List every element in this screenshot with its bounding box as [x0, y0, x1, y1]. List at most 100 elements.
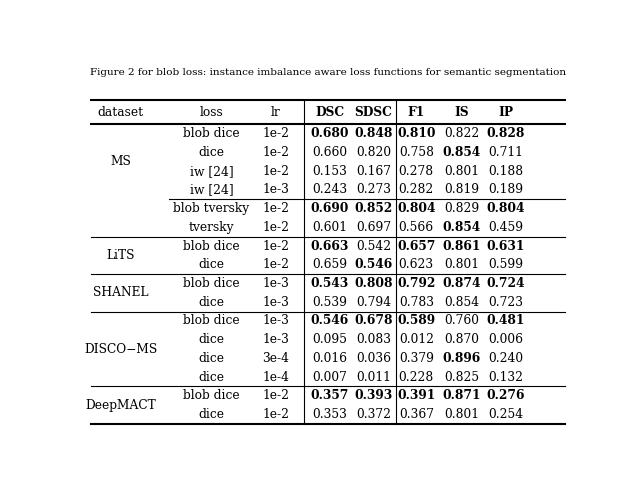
Text: 0.801: 0.801: [444, 165, 479, 178]
Text: 0.854: 0.854: [442, 221, 481, 234]
Text: 1e-4: 1e-4: [262, 371, 289, 383]
Text: SDSC: SDSC: [355, 106, 392, 119]
Text: 0.011: 0.011: [356, 371, 391, 383]
Text: 1e-2: 1e-2: [262, 146, 289, 159]
Text: SHANEL: SHANEL: [93, 286, 148, 300]
Text: 0.724: 0.724: [486, 277, 525, 290]
Text: DeepMACT: DeepMACT: [85, 399, 156, 412]
Text: 0.282: 0.282: [399, 184, 434, 196]
Text: 0.680: 0.680: [310, 127, 349, 140]
Text: dice: dice: [198, 408, 225, 421]
Text: 0.367: 0.367: [399, 408, 434, 421]
Text: 1e-2: 1e-2: [262, 221, 289, 234]
Text: dice: dice: [198, 371, 225, 383]
Text: 0.566: 0.566: [399, 221, 434, 234]
Text: 0.243: 0.243: [312, 184, 347, 196]
Text: 0.810: 0.810: [397, 127, 436, 140]
Text: 0.659: 0.659: [312, 258, 347, 271]
Text: 0.393: 0.393: [355, 389, 393, 402]
Text: 1e-3: 1e-3: [262, 333, 289, 346]
Text: 0.228: 0.228: [399, 371, 434, 383]
Text: 0.678: 0.678: [355, 314, 393, 327]
Text: tversky: tversky: [189, 221, 234, 234]
Text: DSC: DSC: [315, 106, 344, 119]
Text: 0.760: 0.760: [444, 314, 479, 327]
Text: 0.663: 0.663: [310, 240, 349, 252]
Text: 0.792: 0.792: [397, 277, 435, 290]
Text: 1e-2: 1e-2: [262, 127, 289, 140]
Text: 0.808: 0.808: [355, 277, 393, 290]
Text: 0.783: 0.783: [399, 296, 434, 309]
Text: 0.543: 0.543: [310, 277, 349, 290]
Text: 0.189: 0.189: [488, 184, 523, 196]
Text: 0.601: 0.601: [312, 221, 347, 234]
Text: 0.254: 0.254: [488, 408, 523, 421]
Text: 0.804: 0.804: [397, 202, 436, 215]
Text: IS: IS: [454, 106, 468, 119]
Text: 0.874: 0.874: [442, 277, 481, 290]
Text: 0.240: 0.240: [488, 352, 523, 365]
Text: 1e-2: 1e-2: [262, 258, 289, 271]
Text: 0.188: 0.188: [488, 165, 523, 178]
Text: 1e-2: 1e-2: [262, 408, 289, 421]
Text: 1e-3: 1e-3: [262, 296, 289, 309]
Text: 0.132: 0.132: [488, 371, 523, 383]
Text: 1e-2: 1e-2: [262, 165, 289, 178]
Text: LiTS: LiTS: [106, 249, 135, 262]
Text: Figure 2 for blob loss: instance imbalance aware loss functions for semantic seg: Figure 2 for blob loss: instance imbalan…: [90, 68, 566, 77]
Text: dice: dice: [198, 296, 225, 309]
Text: 1e-2: 1e-2: [262, 202, 289, 215]
Text: 1e-2: 1e-2: [262, 389, 289, 402]
Text: dice: dice: [198, 258, 225, 271]
Text: MS: MS: [110, 155, 131, 168]
Text: 0.599: 0.599: [488, 258, 523, 271]
Text: 0.278: 0.278: [399, 165, 434, 178]
Text: 0.083: 0.083: [356, 333, 391, 346]
Text: 1e-3: 1e-3: [262, 184, 289, 196]
Text: 0.870: 0.870: [444, 333, 479, 346]
Text: 0.546: 0.546: [310, 314, 349, 327]
Text: 0.167: 0.167: [356, 165, 391, 178]
Text: 0.657: 0.657: [397, 240, 435, 252]
Text: 0.822: 0.822: [444, 127, 479, 140]
Text: 0.801: 0.801: [444, 408, 479, 421]
Text: dice: dice: [198, 352, 225, 365]
Text: 0.095: 0.095: [312, 333, 347, 346]
Text: 0.016: 0.016: [312, 352, 347, 365]
Text: 0.896: 0.896: [442, 352, 481, 365]
Text: 0.036: 0.036: [356, 352, 391, 365]
Text: blob tversky: blob tversky: [173, 202, 250, 215]
Text: 0.006: 0.006: [488, 333, 523, 346]
Text: 0.861: 0.861: [442, 240, 481, 252]
Text: 0.852: 0.852: [355, 202, 393, 215]
Text: loss: loss: [200, 106, 223, 119]
Text: 0.007: 0.007: [312, 371, 347, 383]
Text: 0.723: 0.723: [488, 296, 523, 309]
Text: IP: IP: [498, 106, 513, 119]
Text: 0.711: 0.711: [488, 146, 523, 159]
Text: 0.372: 0.372: [356, 408, 391, 421]
Text: 0.539: 0.539: [312, 296, 347, 309]
Text: dice: dice: [198, 333, 225, 346]
Text: 0.276: 0.276: [486, 389, 525, 402]
Text: iw [24]: iw [24]: [189, 165, 233, 178]
Text: 0.391: 0.391: [397, 389, 435, 402]
Text: 0.631: 0.631: [486, 240, 525, 252]
Text: dataset: dataset: [98, 106, 144, 119]
Text: 0.012: 0.012: [399, 333, 434, 346]
Text: 0.357: 0.357: [310, 389, 349, 402]
Text: 0.848: 0.848: [355, 127, 393, 140]
Text: 0.854: 0.854: [444, 296, 479, 309]
Text: 0.273: 0.273: [356, 184, 391, 196]
Text: 1e-3: 1e-3: [262, 314, 289, 327]
Text: 0.871: 0.871: [442, 389, 481, 402]
Text: 0.794: 0.794: [356, 296, 391, 309]
Text: 0.828: 0.828: [486, 127, 525, 140]
Text: 3e-4: 3e-4: [262, 352, 289, 365]
Text: 0.804: 0.804: [486, 202, 525, 215]
Text: 0.660: 0.660: [312, 146, 347, 159]
Text: 1e-2: 1e-2: [262, 240, 289, 252]
Text: blob dice: blob dice: [183, 277, 240, 290]
Text: 0.589: 0.589: [397, 314, 435, 327]
Text: blob dice: blob dice: [183, 389, 240, 402]
